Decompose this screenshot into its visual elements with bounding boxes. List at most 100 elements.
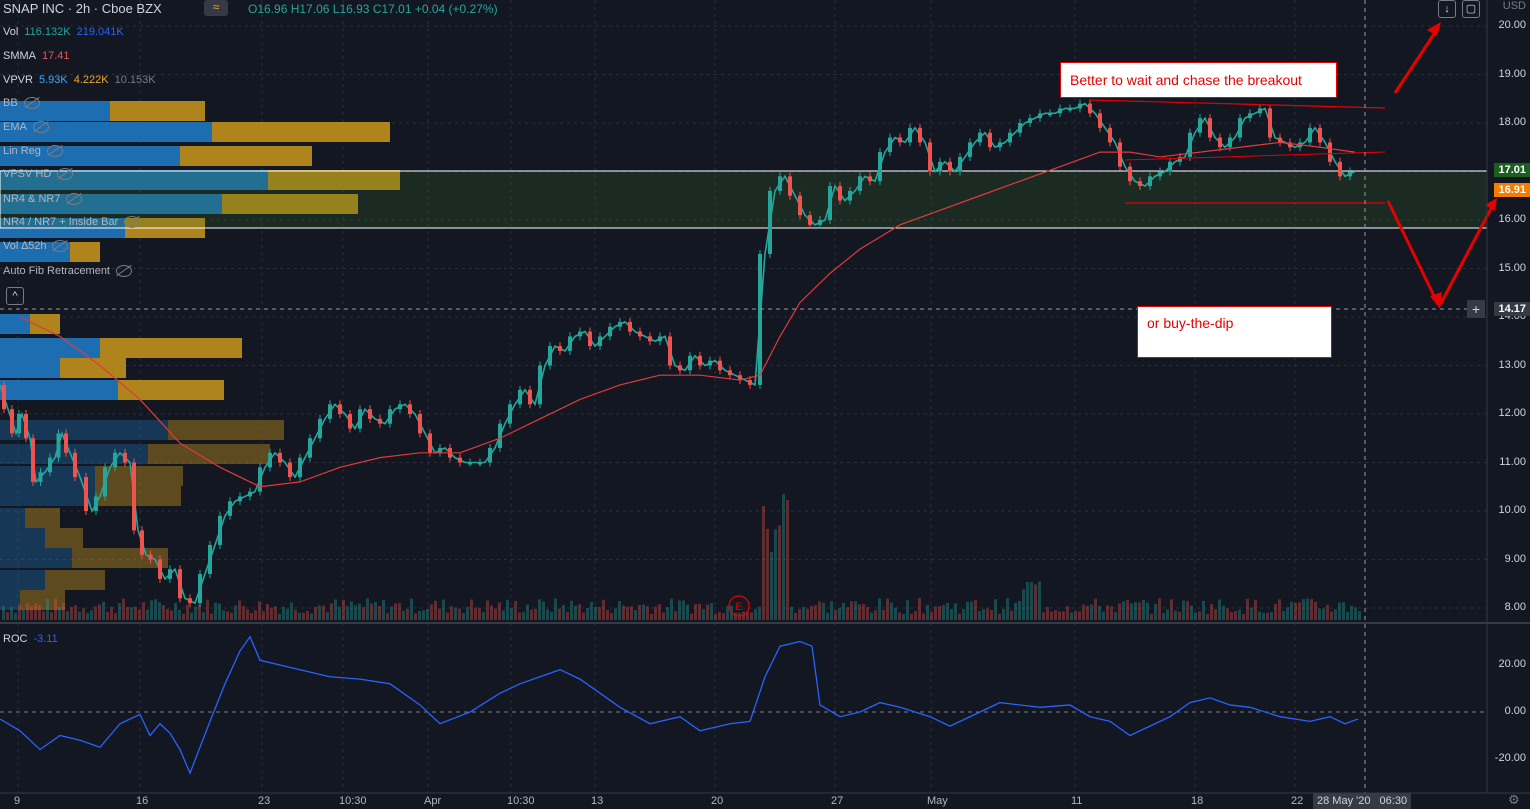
volume-bar [930, 612, 933, 620]
vpvr-down-bar [148, 444, 270, 464]
settings-gear-icon[interactable]: ⚙ [1508, 792, 1520, 807]
volume-bar [1338, 602, 1341, 620]
candle-body [1248, 113, 1252, 119]
volume-bar [574, 605, 577, 620]
volume-legend[interactable]: Vol 116.132K 219.041K [3, 26, 124, 38]
volume-bar [1030, 582, 1033, 620]
hidden-eye-icon[interactable] [46, 145, 63, 157]
indicator-label: Vol ∆52h [3, 240, 47, 252]
volume-bar [1146, 602, 1149, 620]
volume-bar [1054, 609, 1057, 620]
hidden-eye-icon[interactable] [23, 97, 40, 109]
candle-body [638, 331, 642, 337]
smma-legend[interactable]: SMMA 17.41 [3, 50, 70, 62]
crosshair-date-tag: 28 May '20 06:30 [1313, 793, 1412, 809]
hidden-eye-icon[interactable] [32, 121, 49, 133]
volume-bar [694, 604, 697, 620]
indicator-bb[interactable]: BB [3, 97, 40, 109]
candle-body [398, 404, 402, 410]
candle-body [1078, 103, 1082, 109]
vpvr-up-bar [0, 528, 45, 548]
candle-body [94, 496, 98, 511]
volume-bar [382, 599, 385, 620]
arrow-up-from-dip [1438, 198, 1497, 306]
indicator-vpsv-hd[interactable]: VPSV HD [3, 168, 74, 180]
volume-bar [926, 604, 929, 620]
volume-bar [158, 602, 161, 620]
volume-bar [226, 611, 229, 620]
volume-bar [682, 600, 685, 620]
hidden-eye-icon[interactable] [57, 168, 74, 180]
volume-bar [366, 598, 369, 620]
volume-bar [1170, 599, 1173, 620]
volume-bar [154, 599, 157, 620]
compare-icon[interactable]: ≈ [204, 0, 228, 16]
candle-body [958, 156, 962, 172]
volume-bar [102, 601, 105, 620]
volume-bar [1326, 604, 1329, 620]
scroll-to-latest-button[interactable]: ↓ [1438, 0, 1456, 18]
volume-bar [1142, 600, 1145, 620]
volume-bar [1082, 604, 1085, 620]
volume-bar [18, 604, 21, 620]
vpvr-down-bar [100, 338, 242, 358]
candle-body [678, 365, 682, 371]
volume-bar [70, 606, 73, 620]
candle-body [408, 404, 412, 414]
vpvr-down-bar [45, 528, 83, 548]
candle-body [1218, 137, 1222, 148]
indicator-nr4-inside-bar[interactable]: NR4 / NR7 + Inside Bar [3, 216, 141, 228]
candle-body [948, 161, 952, 172]
volume-bar [390, 606, 393, 620]
vpvr-legend[interactable]: VPVR 5.93K 4.222K 10.153K [3, 74, 156, 86]
volume-bar [810, 606, 813, 620]
indicator-lin-reg[interactable]: Lin Reg [3, 145, 63, 157]
volume-bar [54, 598, 57, 620]
collapse-legend-button[interactable]: ^ [6, 287, 24, 305]
hidden-eye-icon[interactable] [66, 193, 83, 205]
vpvr-down-bar [180, 146, 312, 166]
volume-bar [62, 603, 65, 620]
volume-bar [542, 601, 545, 620]
price-tick-label: 9.00 [1504, 552, 1526, 565]
volume-bar [174, 603, 177, 620]
volume-bar [1198, 611, 1201, 620]
volume-bar [1130, 603, 1133, 620]
volume-bar [1334, 609, 1337, 620]
smma-line [19, 141, 1356, 488]
earnings-marker-circle[interactable] [728, 595, 750, 617]
indicator-nr4-nr7[interactable]: NR4 & NR7 [3, 193, 83, 205]
hidden-eye-icon[interactable] [116, 265, 132, 277]
volume-bar [178, 609, 181, 620]
dip-note[interactable]: or buy-the-dip [1137, 306, 1332, 358]
volume-bar [222, 610, 225, 620]
hidden-eye-icon[interactable] [52, 240, 69, 252]
volume-bar [614, 608, 617, 620]
indicator-ema[interactable]: EMA [3, 121, 49, 133]
earnings-marker[interactable]: E [735, 601, 742, 613]
candle-body [1188, 132, 1192, 157]
smma-value: 17.41 [42, 50, 70, 62]
candle-body [1198, 118, 1202, 133]
crosshair-plus-icon[interactable]: + [1467, 300, 1485, 318]
volume-bar [674, 611, 677, 620]
breakout-note[interactable]: Better to wait and chase the breakout [1060, 62, 1337, 98]
volume-bar [490, 605, 493, 620]
volume-bar [26, 603, 29, 620]
indicator-vol-delta[interactable]: Vol ∆52h [3, 240, 69, 252]
indicator-auto-fib[interactable]: Auto Fib Retracement [3, 265, 132, 277]
candle-body [708, 360, 712, 366]
symbol-title[interactable]: SNAP INC · 2h · Cboe BZX [3, 1, 162, 16]
volume-bar [182, 613, 185, 620]
volume-bar [946, 602, 949, 620]
volume-bar [646, 606, 649, 620]
vpvr-up-bar [0, 146, 180, 166]
roc-legend[interactable]: ROC -3.11 [3, 633, 58, 645]
volume-bar [14, 612, 17, 620]
volume-bar [506, 599, 509, 620]
volume-bar [790, 606, 793, 620]
hidden-eye-icon[interactable] [124, 216, 141, 228]
volume-bar [1070, 612, 1073, 620]
auto-scale-button[interactable]: ▢ [1462, 0, 1480, 18]
